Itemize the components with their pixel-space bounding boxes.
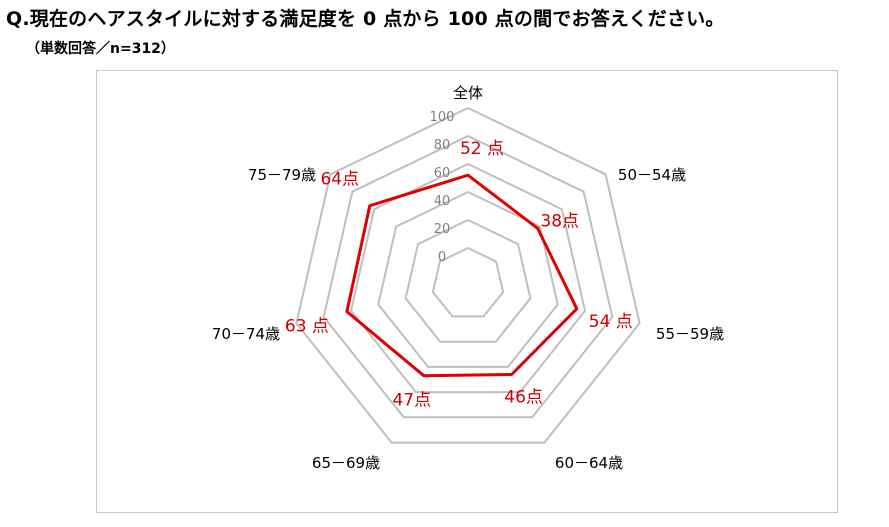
- value-label: 52 点: [460, 139, 504, 159]
- series-line: [345, 173, 579, 378]
- question-title: Q.現在のヘアスタイルに対する満足度を 0 点から 100 点の間でお答えくださ…: [6, 8, 725, 30]
- category-label: 50－54歳: [618, 166, 686, 184]
- value-label: 46点: [504, 388, 543, 408]
- category-label: 55－59歳: [656, 325, 724, 343]
- radar-value-labels: 52 点 38点 54 点 46点 47点 63 点 64点: [285, 139, 633, 411]
- grid-ring-60: [349, 162, 587, 394]
- value-label: 47点: [392, 391, 431, 411]
- tick-label: 0: [438, 250, 446, 265]
- value-label: 54 点: [589, 312, 633, 332]
- grid-ring-20: [404, 218, 532, 343]
- value-label: 63 点: [285, 317, 329, 337]
- grid-ring-0: [431, 246, 505, 318]
- category-label: 75－79歳: [248, 166, 316, 184]
- tick-label: 20: [434, 222, 451, 237]
- grid-ring-80: [322, 134, 614, 419]
- tick-label: 100: [430, 110, 455, 125]
- radar-category-labels: 全体 50－54歳 55－59歳 60－64歳 65－69歳 70－74歳 75－79歳: [212, 84, 724, 472]
- grid-ring-40: [377, 190, 559, 368]
- response-note: （単数回答／n=312）: [26, 41, 175, 57]
- value-label: 38点: [540, 211, 579, 231]
- category-label: 65－69歳: [312, 454, 380, 472]
- tick-label: 60: [434, 166, 451, 181]
- radar-grid: [295, 106, 641, 444]
- grid-ring-100: [295, 106, 641, 444]
- tick-label: 80: [434, 138, 451, 153]
- tick-label: 40: [434, 194, 451, 209]
- value-label: 64点: [320, 170, 359, 190]
- radar-tick-labels: 0 20 40 60 80 100: [430, 110, 455, 265]
- chart-frame: [96, 70, 838, 513]
- category-label: 70－74歳: [212, 325, 280, 343]
- category-label: 60－64歳: [555, 454, 623, 472]
- radar-series: [345, 173, 579, 378]
- category-label: 全体: [453, 84, 483, 102]
